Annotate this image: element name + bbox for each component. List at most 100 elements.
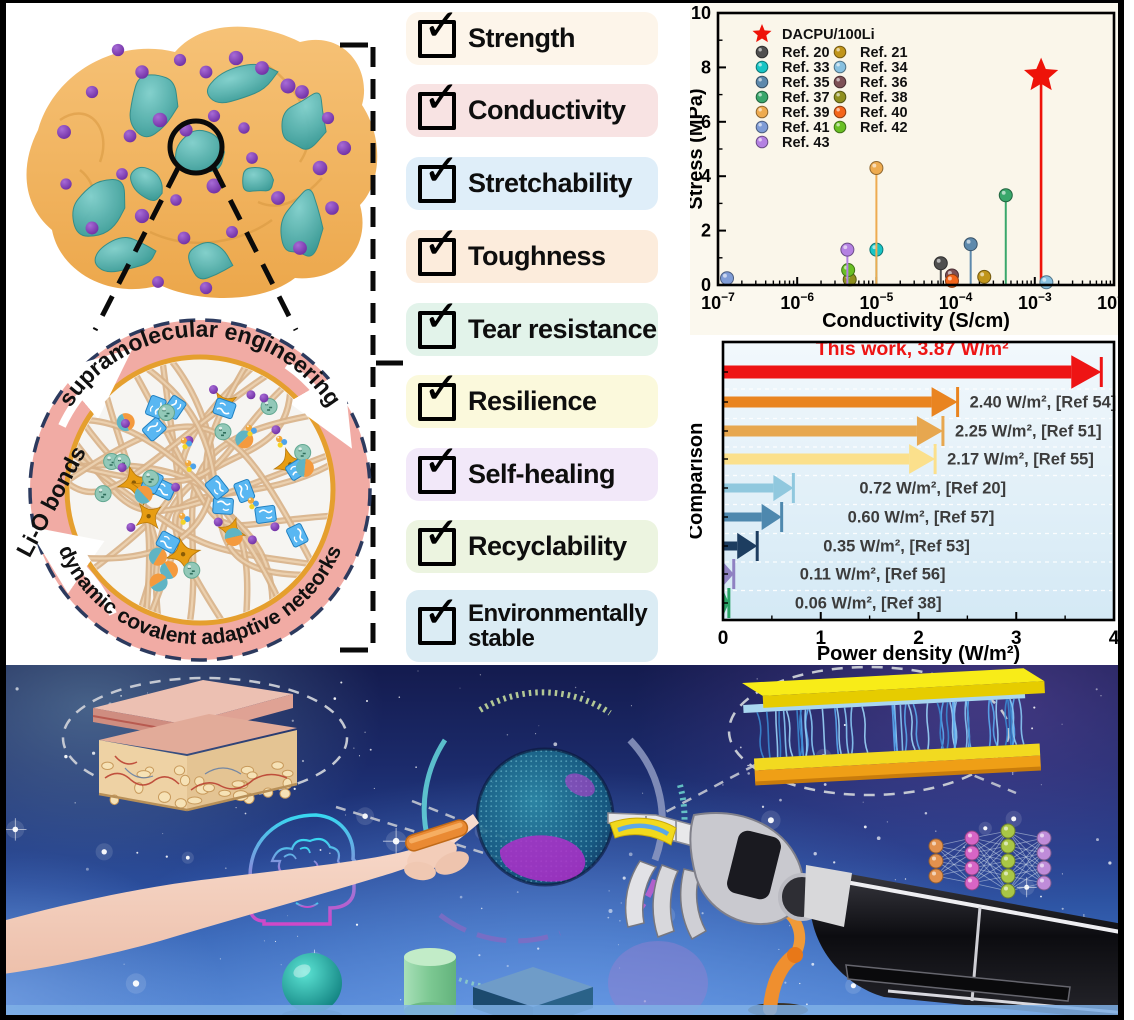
check-glyph: ✓ [423,290,460,342]
bar-arrows: This work, 3.87 W/m² 2.40 W/m², [Ref 54] 2… [723,338,1116,618]
svg-text:Ref. 20: Ref. 20 [782,45,830,61]
svg-text:4: 4 [701,166,711,186]
bar-label: 0.60 W/m², [Ref 57] [848,509,995,527]
bar-label: This work, 3.87 W/m² [816,338,1009,360]
checklist-item-toughness: ✓ Toughness [406,221,658,283]
scatter-points [720,57,1059,290]
svg-text:Ref. 43: Ref. 43 [782,135,830,151]
checklist-item-resilience: ✓ Resilience [406,366,658,428]
svg-text:Ref. 35: Ref. 35 [782,75,830,91]
svg-text:DACPU/100Li: DACPU/100Li [782,27,875,43]
svg-text:Ref. 39: Ref. 39 [782,105,830,121]
neural-network-icon [928,823,1052,899]
property-checklist: ✓ Strength ✓ Conductivity ✓ Stretchability ✓ To… [0,0,690,665]
bar-label: 0.11 W/m², [Ref 56] [800,566,946,584]
figure-frame-left [0,0,6,1020]
zoom-dashed-lines [92,166,299,332]
figure-frame-right [1118,0,1124,1020]
svg-text:1: 1 [815,628,826,649]
check-glyph: ✓ [423,0,460,51]
checklist-item-tear-resistance: ✓ Tear resistance [406,294,658,356]
checklist-item-label: Strength [468,23,576,53]
ring-network-diagram: supramolecular engineering dynamic coval… [11,316,372,662]
question-bubble [608,941,710,1016]
check-glyph: ✓ [423,217,460,269]
svg-text:3: 3 [1011,628,1022,649]
check-glyph: ✓ [423,144,460,196]
svg-text:2: 2 [701,221,711,241]
svg-text:Ref. 41: Ref. 41 [782,120,830,136]
svg-text:Ref. 36: Ref. 36 [860,75,908,91]
power-density-comparison-chart: This work, 3.87 W/m² 2.40 W/m², [Ref 54] 2… [690,335,1124,668]
checkbox-checked-icon: ✓ [418,3,460,58]
svg-text:10−4: 10−4 [939,290,973,313]
bio-skin-illustration [92,680,298,812]
figure-frame-top [0,0,1124,3]
bars-xlabel: Power density (W/m²) [817,643,1020,665]
checkbox-checked-icon: ✓ [418,221,460,276]
checkbox-checked-icon: ✓ [418,148,460,203]
ionic-fiber-layer [756,698,1025,759]
checklist-item-label: Recyclability [468,531,627,561]
scatter-ylabel: Stress (MPa) [690,88,707,209]
svg-text:Ref. 37: Ref. 37 [782,90,830,106]
figure-frame-bottom [0,1015,1124,1020]
checklist-item-label: Conductivity [468,95,626,125]
svg-text:10−6: 10−6 [780,290,814,313]
checkbox-checked-icon: ✓ [418,366,460,421]
svg-text:4: 4 [1109,628,1120,649]
material-blob [26,26,378,332]
lithium-ion-dots [57,43,352,295]
scene-bottom-strip [0,1005,1118,1016]
svg-text:Ref. 40: Ref. 40 [860,105,908,121]
svg-text:10−7: 10−7 [701,290,735,313]
robot-arm [607,812,1118,1016]
bars-ylabel: Comparison [690,423,707,540]
checkbox-checked-icon: ✓ [418,591,460,645]
svg-text:Ref. 42: Ref. 42 [860,120,908,136]
bar-label: 0.35 W/m², [Ref 53] [823,538,970,556]
checklist-item-label: Resilience [468,386,597,416]
svg-text:10−5: 10−5 [860,290,894,313]
check-glyph: ✓ [423,362,460,414]
scatter-xlabel: Conductivity (S/cm) [822,310,1010,332]
svg-text:Ref. 33: Ref. 33 [782,60,830,76]
checklist-item-label: Environmentally stable [468,599,648,652]
svg-text:0: 0 [718,628,729,649]
checkbox-checked-icon: ✓ [418,75,460,130]
bar-label: 2.40 W/m², [Ref 54] [970,394,1117,412]
checkbox-checked-icon: ✓ [418,294,460,349]
stress-conductivity-chart: 10−710−610−510−410−310−20246810Conductiv… [690,0,1124,335]
human-arm [0,814,479,975]
checklist-item-label: Stretchability [468,168,633,198]
teng-device-illustration [742,668,1045,786]
checklist-item-label: Toughness [468,241,606,271]
finger-sensor-patch [405,819,469,852]
bar-label: 0.06 W/m², [Ref 38] [795,595,942,613]
svg-text:10: 10 [691,3,711,23]
bar-label: 2.17 W/m², [Ref 55] [947,451,1094,469]
bar-label: 2.25 W/m², [Ref 51] [955,423,1102,441]
globe-hud [421,689,688,991]
checklist-item-stretchability: ✓ Stretchability [406,148,658,210]
page-margin [1124,0,1134,1020]
checklist-item-label: Self-healing [468,459,616,489]
material-illustration-panel: supramolecular engineering dynamic coval… [11,26,403,662]
checklist-item-strength: ✓ Strength [406,3,658,65]
fat-cell-texture [101,761,294,809]
check-glyph: ✓ [423,71,460,123]
ring-cycle-arrows [27,348,352,616]
checkbox-checked-icon: ✓ [418,511,460,566]
checklist-item-recyclability: ✓ Recyclability [406,511,658,573]
svg-text:Ref. 21: Ref. 21 [860,45,908,61]
application-scene: Bio-skin Brain Neutral Human-Machine Int… [0,665,1118,1016]
check-glyph: ✓ [423,587,460,638]
svg-text:Ref. 38: Ref. 38 [860,90,908,106]
checklist-item-environmentally-stable: ✓ Environmentally stable [406,590,658,662]
svg-text:10−3: 10−3 [1018,290,1052,313]
check-glyph: ✓ [423,507,460,559]
checkbox-checked-icon: ✓ [418,439,460,494]
polymer-network-pattern [70,360,330,620]
